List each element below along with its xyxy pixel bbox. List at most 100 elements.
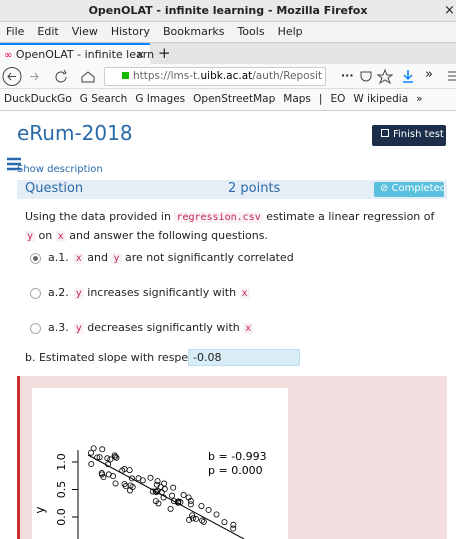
- menu-item: Help: [278, 25, 303, 38]
- tab-close[interactable]: ×: [136, 48, 145, 61]
- bookmark: G Search: [80, 93, 128, 105]
- question-part: and answer the following questions.: [66, 229, 268, 242]
- url-path: /auth/RepositoryE: [252, 70, 322, 82]
- overflow[interactable]: »: [425, 67, 433, 82]
- radio[interactable]: [30, 253, 41, 264]
- point: [222, 519, 227, 524]
- bookmark: |: [319, 93, 323, 105]
- option-part: x: [74, 253, 84, 264]
- question-part: on: [35, 229, 56, 242]
- point: [199, 503, 204, 508]
- point: [214, 512, 219, 517]
- finish-button[interactable]: Finish test: [372, 125, 446, 146]
- option[interactable]: a.2. y increases significantly with x: [48, 286, 250, 299]
- page-title: eRum-2018: [17, 121, 133, 145]
- tab-icon: ∞: [4, 50, 12, 61]
- point: [181, 492, 186, 497]
- slope-text: b = -0.993: [208, 450, 267, 463]
- y-label: y: [33, 506, 47, 513]
- bookmark: DuckDuckGo: [4, 93, 72, 105]
- slope-answer: -0.08: [193, 351, 221, 364]
- option-part: x: [243, 323, 253, 334]
- point: [113, 481, 118, 486]
- question-text: Using the data provided in regression.cs…: [25, 208, 445, 246]
- bookmark: »: [416, 93, 422, 105]
- bookmark: EO: [330, 93, 345, 105]
- point: [127, 467, 132, 472]
- page-actions[interactable]: ···: [341, 69, 354, 82]
- bookmark: Maps: [283, 93, 311, 105]
- bookmark: W ikipedia: [353, 93, 408, 105]
- toolbar-icons: [358, 64, 456, 89]
- radio[interactable]: [30, 288, 41, 299]
- option-part: x: [240, 288, 250, 299]
- point: [148, 475, 153, 480]
- point: [136, 476, 141, 481]
- menu-item: View: [72, 25, 98, 38]
- option-part: and: [84, 251, 112, 264]
- question-part: y: [25, 231, 35, 242]
- point: [193, 516, 198, 521]
- question-part: estimate a linear regression of: [263, 210, 435, 223]
- point: [127, 488, 132, 493]
- point: [155, 478, 160, 483]
- bookmark: OpenStreetMap: [193, 93, 275, 105]
- point: [100, 447, 105, 452]
- menu-item: File: [6, 25, 24, 38]
- url-domain: uibk.ac.at: [201, 70, 253, 82]
- menu-item: Tools: [237, 25, 264, 38]
- option-part: y: [111, 253, 121, 264]
- option[interactable]: a.1. x and y are not significantly correl…: [48, 251, 294, 264]
- point: [206, 507, 211, 512]
- status: Completed: [392, 183, 447, 194]
- finish-label: Finish test: [393, 129, 444, 140]
- radio-dot: [33, 256, 38, 261]
- window-close[interactable]: ×: [444, 3, 455, 18]
- question-part: Using the data provided in: [25, 210, 174, 223]
- point: [162, 481, 167, 486]
- p-text: p = 0.000: [208, 464, 263, 477]
- option-label: a.2.: [48, 286, 69, 299]
- show-description[interactable]: Show description: [17, 164, 103, 175]
- point: [89, 461, 94, 466]
- question-part: regression.csv: [174, 212, 262, 223]
- option[interactable]: a.3. y decreases significantly with x: [48, 321, 253, 334]
- option-part: y: [74, 323, 84, 334]
- menu-item: History: [111, 25, 150, 38]
- option-part: are not significantly correlated: [122, 251, 294, 264]
- point: [169, 493, 174, 498]
- point: [168, 506, 173, 511]
- url: https://lms-t.uibk.ac.at/auth/Repository…: [122, 70, 322, 82]
- save-icon: [381, 129, 389, 137]
- point: [91, 446, 96, 451]
- slope-input[interactable]: -0.08: [188, 349, 300, 366]
- tab[interactable]: ∞ OpenOLAT - infinite learn ×: [0, 43, 150, 64]
- option-part: decreases significantly with: [84, 321, 244, 334]
- option-part: y: [74, 288, 84, 299]
- menu-item: Edit: [37, 25, 58, 38]
- question-part: x: [56, 231, 66, 242]
- point: [108, 457, 113, 462]
- points: 2 points: [228, 181, 280, 196]
- y-tick-label: 0.0: [55, 508, 68, 526]
- point: [200, 518, 205, 523]
- point: [106, 472, 111, 477]
- y-tick-label: 1.0: [55, 453, 68, 471]
- nav-icons: [0, 64, 120, 89]
- new-tab[interactable]: +: [158, 44, 171, 62]
- option-part: increases significantly with: [84, 286, 240, 299]
- point: [171, 485, 176, 490]
- y-tick-label: 0.5: [55, 481, 68, 499]
- screen: {"window":{"title":"OpenOLAT - infinite …: [0, 0, 456, 539]
- window-title: OpenOLAT - infinite learning - Mozilla F…: [0, 4, 456, 17]
- point: [188, 502, 193, 507]
- option-label: a.3.: [48, 321, 69, 334]
- url-prefix: https://lms-t.: [133, 70, 201, 82]
- radio[interactable]: [30, 323, 41, 334]
- point: [105, 456, 110, 461]
- point: [201, 519, 206, 524]
- option-label: a.1.: [48, 251, 69, 264]
- tab-title: OpenOLAT - infinite learn: [16, 48, 154, 61]
